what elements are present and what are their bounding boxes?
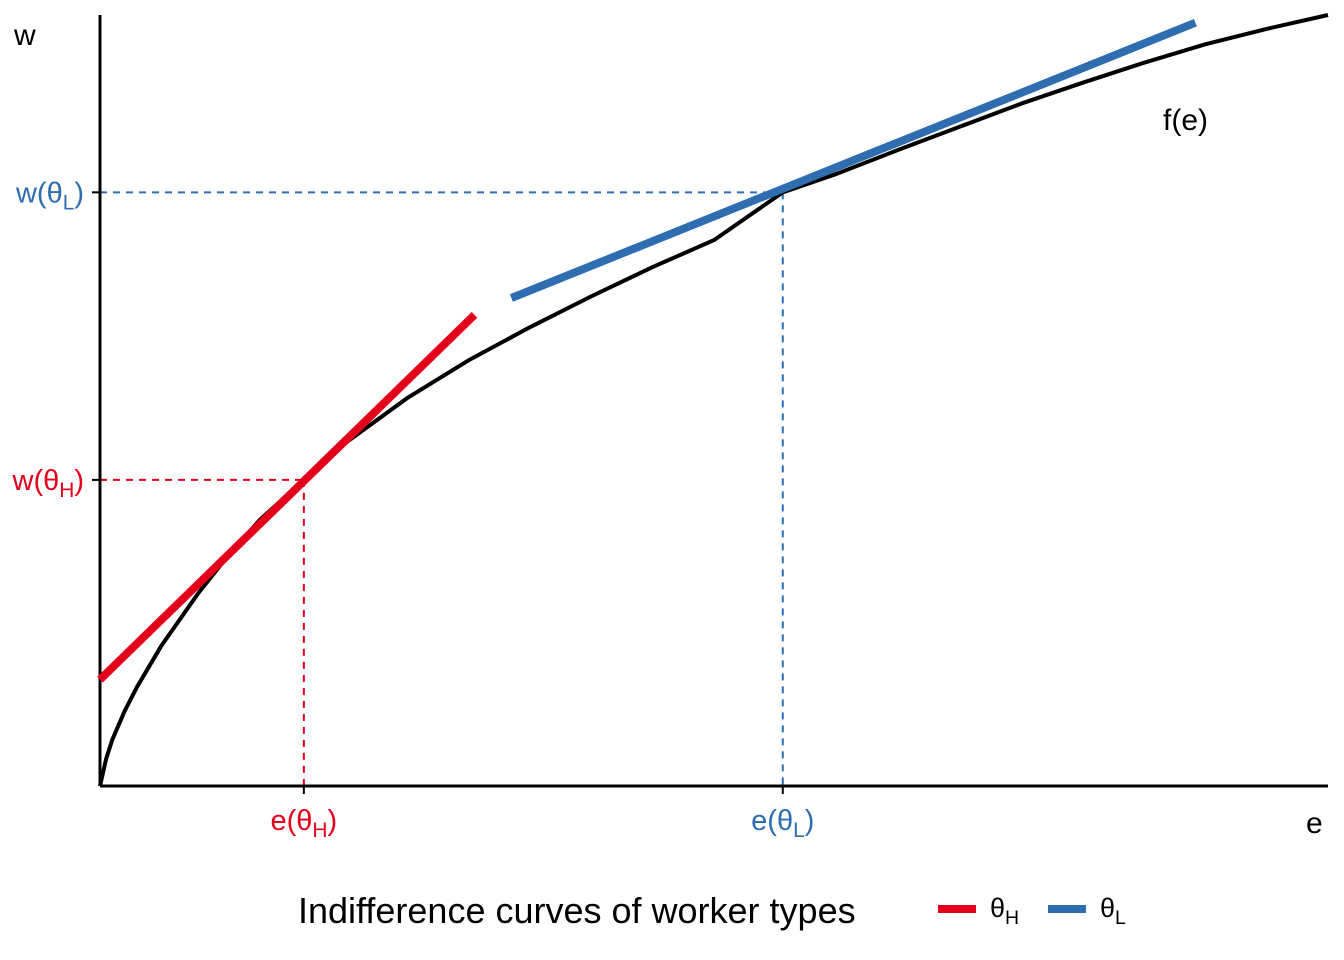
indifference-curves-layer [97, 18, 1197, 683]
legend-items: θH θL [938, 893, 1126, 929]
legend-label-1: θL [1100, 893, 1126, 929]
y-axis-label: w [13, 19, 36, 52]
indifference-curve-2-0 [97, 312, 478, 683]
curve-label: f(e) [1163, 104, 1208, 137]
production-curve [98, 13, 1329, 787]
production-curve-layer [98, 13, 1329, 787]
tick-labels: e(θH) w(θH) e(θL) w(θL) [12, 177, 815, 842]
x-tick-label-0: e(θH) [271, 805, 338, 842]
axes [98, 15, 1328, 788]
legend-title: Indifference curves of worker types [298, 890, 856, 931]
y-tick-label-0: w(θH) [12, 465, 84, 502]
y-tick-label-1: w(θL) [15, 177, 84, 214]
indifference-curve-2-1 [509, 18, 1197, 302]
reference-lines [100, 191, 784, 786]
legend: Indifference curves of worker types θH θL [298, 890, 1126, 931]
x-tick-label-1: e(θL) [751, 805, 814, 842]
legend-label-0: θH [990, 893, 1019, 929]
x-axis-label: e [1306, 807, 1323, 840]
